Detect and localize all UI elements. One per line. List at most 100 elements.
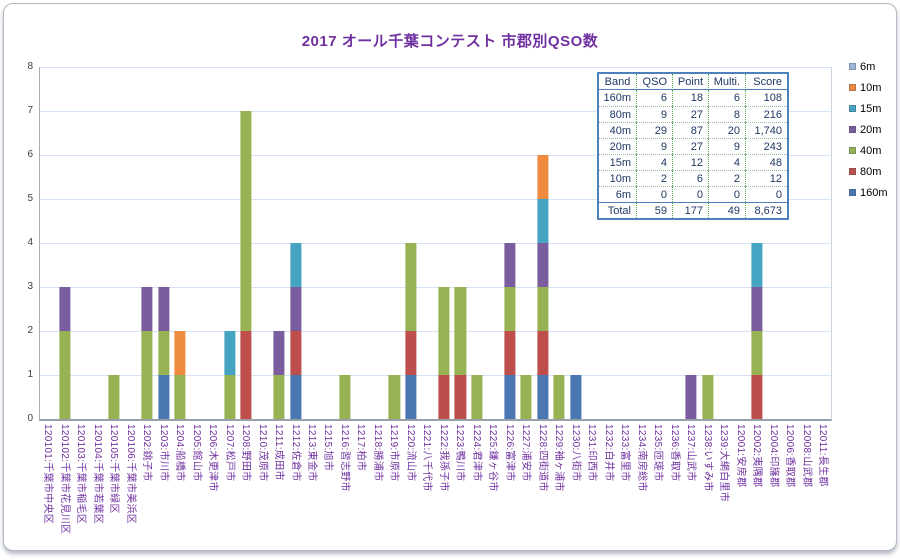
category-slot: 1226:富津市	[502, 67, 518, 481]
x-axis-label: 1231:印西市	[586, 424, 598, 482]
table-cell: 49	[708, 202, 745, 218]
bar-segment-40m	[537, 287, 549, 331]
y-axis-label: 6	[27, 149, 33, 160]
table-cell: 27	[672, 138, 708, 154]
category-slot: 1211:成田市	[271, 67, 287, 481]
stacked-bar	[751, 243, 763, 419]
x-axis-label: 1217:柏市	[355, 424, 367, 472]
x-axis-label: 1226:富津市	[503, 424, 515, 482]
category-slot: 1228:四街道市	[535, 67, 551, 492]
legend-label: 10m	[860, 81, 882, 94]
table-cell: 59	[636, 202, 672, 218]
plot-area: 120101:千葉市中央区 120102:千葉市花見川区 120103:千葉市稲毛区…	[39, 67, 832, 534]
legend-swatch-80m	[849, 168, 856, 175]
category-slot: 12011:長生郡	[815, 67, 831, 487]
table-cell: 177	[672, 202, 708, 218]
x-axis-label: 1212:佐倉市	[289, 424, 301, 482]
category-slot: 120104:千葉市若葉区	[89, 67, 105, 524]
bar-segment-15m	[223, 331, 236, 375]
table-cell: 6	[672, 170, 708, 186]
category-slot: 1205:館山市	[188, 67, 204, 481]
table-cell: 6	[636, 90, 672, 106]
legend-label: 80m	[860, 165, 882, 178]
x-axis-label: 1207:松戸市	[223, 424, 235, 482]
table-header-cell: QSO	[636, 74, 672, 90]
legend: 6m 10m 15m 20m 40m 80m 160m	[849, 56, 888, 203]
gridlines	[40, 67, 831, 419]
x-axis-label: 1210:茂原市	[256, 424, 268, 482]
y-axis-label: 7	[27, 105, 33, 116]
bar-segment-20m	[273, 331, 285, 375]
table-cell: 9	[636, 138, 672, 154]
bar-segment-40m	[158, 331, 170, 375]
category-slot: 1210:茂原市	[254, 67, 270, 481]
stacked-bar	[240, 111, 252, 419]
x-axis-label: 1235:匝瑳市	[652, 424, 664, 482]
legend-label: 6m	[860, 60, 876, 73]
table-cell: 12	[745, 170, 787, 186]
table-cell: 20m	[599, 138, 636, 154]
gridline	[40, 67, 831, 68]
table-cell: 8	[708, 106, 745, 122]
stacked-bar	[537, 155, 549, 419]
bars-container: 120101:千葉市中央区 120102:千葉市花見川区 120103:千葉市稲毛区…	[40, 67, 831, 534]
category-slot: 1212:佐倉市	[287, 67, 303, 481]
bar-segment-80m	[537, 331, 549, 375]
x-axis-label: 1225:鎌ヶ谷市	[487, 424, 499, 492]
stacked-bar	[454, 287, 466, 419]
x-axis-label: 1205:館山市	[190, 424, 202, 482]
stacked-bar	[438, 287, 450, 419]
category-slot: 1203:市川市	[155, 67, 171, 481]
table-cell: 9	[636, 106, 672, 122]
stacked-bar	[59, 287, 71, 419]
bar-segment-80m	[289, 331, 302, 375]
stacked-bar	[405, 243, 417, 419]
category-slot: 1227:浦安市	[518, 67, 534, 481]
x-axis-label: 120101:千葉市中央区	[42, 424, 54, 525]
bar-segment-40m	[520, 375, 532, 419]
stacked-bar	[158, 287, 170, 419]
legend-label: 40m	[860, 144, 882, 157]
stacked-bar	[289, 243, 302, 419]
bar-segment-160m	[158, 375, 170, 419]
bar-segment-80m	[405, 331, 417, 375]
bar-segment-40m	[388, 375, 401, 419]
bar-segment-20m	[141, 287, 153, 331]
bar-segment-15m	[537, 199, 549, 243]
category-slot: 1229:袖ヶ浦市	[551, 67, 567, 492]
table-header-cell: Band	[599, 74, 636, 90]
category-slot: 1213:東金市	[304, 67, 320, 481]
legend-item: 10m	[849, 77, 888, 98]
category-slot: 1216:習志野市	[337, 67, 353, 492]
x-axis-label: 120106:千葉市美浜区	[124, 424, 136, 525]
stacked-bar	[570, 375, 582, 419]
x-axis-label: 1219:市原市	[388, 424, 400, 482]
x-axis-label: 1224:君津市	[470, 424, 482, 482]
bar-segment-40m	[504, 287, 516, 331]
legend-swatch-40m	[849, 147, 856, 154]
x-axis-label: 1203:市川市	[157, 424, 169, 482]
x-axis-label: 120105:千葉市緑区	[108, 424, 120, 514]
bar-segment-20m	[504, 243, 516, 287]
x-axis-label: 1233:富里市	[619, 424, 631, 482]
x-axis-label: 1236:香取市	[668, 424, 680, 482]
bar-segment-160m	[405, 375, 417, 419]
bar-segment-10m	[174, 331, 186, 375]
legend-item: 160m	[849, 182, 888, 203]
y-axis-label: 1	[27, 369, 33, 380]
table-cell: 87	[672, 122, 708, 138]
bar-segment-80m	[454, 375, 466, 419]
category-slot: 1224:君津市	[469, 67, 485, 481]
bar-segment-15m	[289, 243, 302, 287]
gridline	[40, 111, 831, 112]
bar-segment-20m	[158, 287, 170, 331]
bar-segment-40m	[471, 375, 483, 419]
bar-segment-160m	[570, 375, 582, 419]
bar-segment-40m	[702, 375, 714, 419]
x-axis-label: 1218:勝浦市	[371, 424, 383, 482]
legend-label: 20m	[860, 123, 882, 136]
legend-item: 15m	[849, 98, 888, 119]
gridline	[40, 375, 831, 376]
legend-swatch-10m	[849, 84, 856, 91]
